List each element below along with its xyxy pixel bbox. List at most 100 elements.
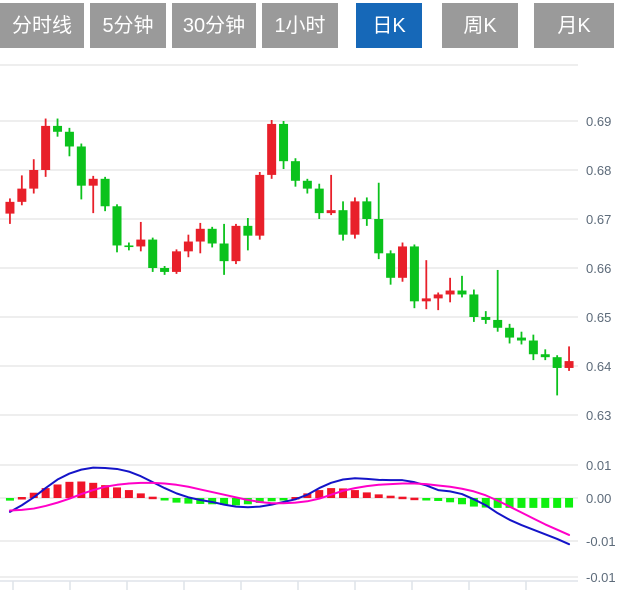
macd-axis-tick-label: 0.01 xyxy=(586,458,611,473)
macd-bar xyxy=(243,498,252,505)
tab-monthly[interactable]: 月K xyxy=(534,3,614,48)
candle xyxy=(124,242,134,251)
candle xyxy=(540,349,550,361)
tab-label: 1小时 xyxy=(274,14,326,37)
candle-body xyxy=(564,361,574,368)
chart-area[interactable]: 0.69 0.68 0.67 0.66 0.65 0.64 0.63 0.01 0.00 -0.0… xyxy=(0,52,633,590)
candle-body xyxy=(17,188,27,202)
macd-lines xyxy=(8,466,571,546)
macd-dea-line xyxy=(8,481,571,536)
candle xyxy=(112,204,122,253)
candle xyxy=(195,222,205,254)
macd-bar xyxy=(231,498,240,506)
candle-body xyxy=(255,174,265,236)
tab-30min[interactable]: 30分钟 xyxy=(172,3,256,48)
candle xyxy=(386,250,396,285)
candle xyxy=(564,346,574,371)
candle xyxy=(338,201,348,241)
candle xyxy=(17,175,27,206)
macd-bar xyxy=(565,498,574,508)
candle xyxy=(433,292,443,311)
candle xyxy=(409,244,419,309)
candle-body xyxy=(41,125,51,170)
candle xyxy=(516,331,526,345)
candle-body xyxy=(124,245,134,248)
candle xyxy=(41,118,51,177)
macd-bar xyxy=(434,498,443,501)
candle xyxy=(457,275,467,298)
macd-bar xyxy=(5,498,14,501)
macd-bar xyxy=(505,498,514,508)
candle xyxy=(171,249,181,274)
candle-body xyxy=(350,201,360,235)
period-tab-bar[interactable]: 分时线 5分钟 30分钟 1小时 日K 周K 月K xyxy=(0,0,633,52)
macd-bar xyxy=(184,498,193,504)
candle-body xyxy=(219,243,229,262)
candle xyxy=(552,355,562,396)
candle xyxy=(528,334,538,361)
candle-body xyxy=(5,201,15,214)
candle xyxy=(493,269,503,332)
candle-body xyxy=(528,340,538,355)
candle xyxy=(88,175,98,214)
candle-body xyxy=(183,241,193,252)
macd-bar xyxy=(267,498,276,502)
macd-bar xyxy=(17,497,26,500)
macd-bar xyxy=(386,495,395,499)
tab-label: 周K xyxy=(463,14,497,37)
macd-bar xyxy=(493,498,502,508)
candle-body xyxy=(314,188,324,214)
candle-body xyxy=(398,246,408,278)
price-axis-tick-label: 0.63 xyxy=(586,408,611,423)
candle xyxy=(255,171,265,240)
candle xyxy=(290,158,300,187)
tab-weekly[interactable]: 周K xyxy=(442,3,518,48)
candle-body xyxy=(243,225,253,236)
macd-bar xyxy=(446,498,455,503)
candle-body xyxy=(29,170,39,189)
macd-bar xyxy=(101,485,110,498)
candle-body xyxy=(195,228,205,242)
macd-bar xyxy=(220,498,229,505)
candle-body xyxy=(421,298,431,302)
price-axis-tick-label: 0.69 xyxy=(586,114,611,129)
candle-body xyxy=(302,180,312,189)
x-axis xyxy=(0,580,578,590)
candle-body xyxy=(516,337,526,341)
candle xyxy=(279,121,289,170)
candle-body xyxy=(540,354,550,358)
candle xyxy=(136,221,146,252)
tab-timeline[interactable]: 分时线 xyxy=(0,3,84,48)
macd-bar xyxy=(65,481,74,498)
candle-body xyxy=(279,123,289,162)
candle-body xyxy=(469,294,479,317)
macd-bar xyxy=(124,490,133,498)
macd-bar xyxy=(457,498,466,505)
macd-bar xyxy=(374,494,383,498)
candle xyxy=(314,183,324,219)
macd-bar xyxy=(136,493,145,498)
candle xyxy=(374,182,384,260)
tab-1hour[interactable]: 1小时 xyxy=(262,3,338,48)
macd-bar xyxy=(315,490,324,498)
candle-body xyxy=(76,146,86,186)
macd-axis-labels: 0.01 0.00 -0.01 -0.01 xyxy=(586,458,616,585)
tab-label: 日K xyxy=(372,14,406,37)
macd-bar xyxy=(350,490,359,498)
macd-gridlines xyxy=(0,464,578,578)
macd-bar xyxy=(327,488,336,498)
tab-daily[interactable]: 日K xyxy=(356,3,422,48)
price-axis-tick-label: 0.67 xyxy=(586,212,611,227)
macd-bar xyxy=(541,498,550,508)
macd-dif-line xyxy=(8,466,571,546)
candle-body xyxy=(386,253,396,278)
tab-5min[interactable]: 5分钟 xyxy=(90,3,166,48)
macd-axis-tick-label: -0.01 xyxy=(586,570,616,585)
macd-bar xyxy=(553,498,562,508)
candle-body xyxy=(552,357,562,368)
macd-bar xyxy=(410,497,419,501)
macd-bar xyxy=(469,498,478,507)
candle-body xyxy=(100,178,110,207)
macd-bar xyxy=(529,498,538,508)
